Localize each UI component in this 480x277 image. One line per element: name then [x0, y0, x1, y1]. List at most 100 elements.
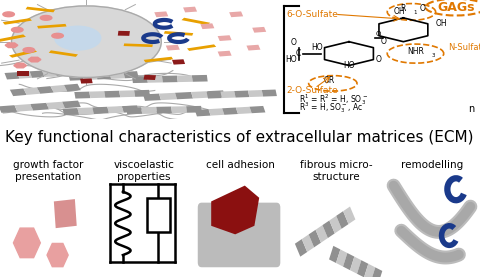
Polygon shape — [336, 249, 348, 266]
Polygon shape — [37, 24, 67, 29]
Polygon shape — [54, 199, 77, 228]
Polygon shape — [252, 27, 266, 33]
Polygon shape — [207, 91, 222, 99]
Text: NHR: NHR — [407, 47, 424, 56]
Polygon shape — [46, 102, 65, 109]
Polygon shape — [236, 107, 252, 114]
Polygon shape — [5, 43, 18, 48]
Polygon shape — [126, 107, 142, 114]
Polygon shape — [248, 90, 263, 97]
Text: R$^1$ = R$^2$ = H, SO$_3^-$: R$^1$ = R$^2$ = H, SO$_3^-$ — [299, 92, 368, 107]
Text: HO: HO — [311, 43, 323, 52]
Polygon shape — [68, 74, 84, 81]
Polygon shape — [119, 90, 135, 97]
Polygon shape — [217, 51, 232, 57]
Polygon shape — [191, 91, 209, 99]
Polygon shape — [109, 72, 125, 79]
Ellipse shape — [55, 26, 101, 50]
Polygon shape — [162, 76, 178, 83]
Polygon shape — [295, 239, 307, 257]
Polygon shape — [200, 23, 215, 29]
Polygon shape — [195, 109, 211, 116]
Polygon shape — [14, 63, 26, 68]
Polygon shape — [262, 89, 277, 97]
Polygon shape — [172, 59, 185, 65]
Polygon shape — [364, 264, 375, 277]
Ellipse shape — [12, 27, 23, 32]
Polygon shape — [37, 86, 54, 94]
Polygon shape — [220, 91, 236, 98]
Polygon shape — [82, 73, 97, 80]
Polygon shape — [175, 92, 193, 99]
Polygon shape — [13, 228, 40, 258]
Text: fibrous micro-
structure: fibrous micro- structure — [300, 160, 372, 182]
Polygon shape — [329, 246, 340, 263]
Polygon shape — [62, 101, 81, 108]
Polygon shape — [229, 11, 243, 17]
Polygon shape — [171, 106, 187, 113]
Polygon shape — [124, 43, 153, 47]
Polygon shape — [143, 94, 161, 101]
Polygon shape — [329, 216, 342, 234]
Polygon shape — [122, 106, 139, 113]
Text: OR: OR — [323, 76, 335, 85]
Polygon shape — [315, 225, 328, 243]
Polygon shape — [4, 72, 20, 79]
Text: R: R — [401, 4, 406, 13]
Polygon shape — [250, 106, 265, 113]
Polygon shape — [336, 211, 348, 229]
Polygon shape — [371, 267, 382, 277]
Text: OH: OH — [436, 19, 447, 28]
Polygon shape — [47, 243, 68, 267]
Text: 2-O-Sulfate: 2-O-Sulfate — [287, 86, 338, 95]
Polygon shape — [234, 91, 250, 98]
Polygon shape — [14, 104, 33, 112]
Polygon shape — [177, 75, 192, 82]
Text: N-Sulfate: N-Sulfate — [448, 43, 480, 52]
Text: O: O — [420, 4, 425, 13]
Polygon shape — [74, 92, 90, 99]
Polygon shape — [144, 75, 156, 80]
Polygon shape — [28, 57, 41, 62]
Polygon shape — [357, 260, 368, 277]
Ellipse shape — [12, 6, 161, 77]
Text: HO: HO — [343, 61, 355, 70]
Ellipse shape — [40, 16, 52, 20]
Polygon shape — [0, 34, 26, 42]
Text: 3: 3 — [432, 53, 435, 58]
Polygon shape — [50, 85, 67, 93]
Text: n: n — [468, 104, 474, 114]
Polygon shape — [92, 107, 109, 114]
Polygon shape — [141, 107, 157, 114]
Text: OH: OH — [394, 7, 405, 16]
Text: GAGs: GAGs — [437, 1, 475, 14]
Polygon shape — [350, 257, 361, 274]
Text: R$^3$ = H, SO$_3^-$, Ac: R$^3$ = H, SO$_3^-$, Ac — [299, 100, 363, 115]
Polygon shape — [123, 71, 139, 78]
Polygon shape — [343, 207, 355, 224]
Ellipse shape — [52, 33, 63, 38]
Text: viscoelastic
properties: viscoelastic properties — [114, 160, 174, 182]
Text: 6-O-Sulfate: 6-O-Sulfate — [287, 10, 338, 19]
Polygon shape — [183, 7, 197, 12]
Polygon shape — [159, 93, 177, 100]
Text: O: O — [375, 31, 381, 37]
Polygon shape — [147, 76, 163, 83]
Bar — [147, 198, 170, 232]
Polygon shape — [77, 107, 94, 115]
Polygon shape — [0, 105, 17, 113]
Polygon shape — [104, 91, 120, 98]
Polygon shape — [211, 186, 259, 234]
Text: 1: 1 — [413, 10, 417, 15]
Polygon shape — [217, 35, 232, 41]
Polygon shape — [246, 45, 261, 50]
Polygon shape — [30, 103, 49, 111]
Text: O: O — [375, 55, 381, 64]
Polygon shape — [343, 253, 354, 270]
Text: O: O — [380, 37, 386, 46]
Polygon shape — [49, 50, 78, 57]
Polygon shape — [89, 91, 105, 98]
Polygon shape — [192, 75, 208, 82]
Ellipse shape — [3, 12, 14, 17]
Text: HO: HO — [285, 55, 297, 64]
